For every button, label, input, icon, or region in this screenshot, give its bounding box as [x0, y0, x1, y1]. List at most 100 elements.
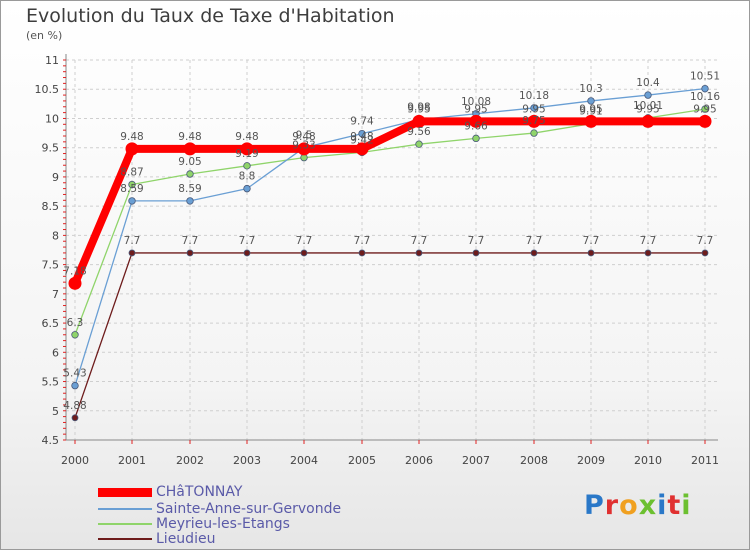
- data-point-meyrieu-les-etangs: [71, 331, 79, 339]
- logo-letter: o: [619, 490, 639, 521]
- data-point-ch-tonnay: [68, 276, 82, 290]
- legend-item-meyrieu[interactable]: Meyrieu-les-Etangs: [98, 516, 290, 532]
- data-point-ch-tonnay: [297, 142, 311, 156]
- data-label-lieudieu: 7.7: [583, 235, 600, 247]
- data-label-sainte-anne-sur-gervonde: 8.59: [120, 183, 143, 195]
- data-point-ch-tonnay: [527, 114, 541, 128]
- data-label-lieudieu: 7.7: [640, 235, 657, 247]
- y-tick-label: 11: [45, 54, 59, 67]
- data-label-ch-tonnay: 9.95: [693, 103, 716, 115]
- series-line-sainte-anne-sur-gervonde: [74, 87, 706, 387]
- data-label-sainte-anne-sur-gervonde: 9.98: [407, 102, 430, 114]
- data-point-meyrieu-les-etangs: [701, 105, 709, 113]
- data-label-sainte-anne-sur-gervonde: 8.59: [178, 183, 201, 195]
- legend-swatch-lieudieu: [98, 538, 152, 540]
- data-point-meyrieu-les-etangs: [243, 162, 251, 170]
- x-tick-label: 2011: [691, 454, 719, 467]
- data-label-sainte-anne-sur-gervonde: 10.51: [690, 71, 720, 83]
- x-tick-label: 2001: [118, 454, 146, 467]
- data-point-sainte-anne-sur-gervonde: [587, 97, 595, 105]
- data-label-ch-tonnay: 9.95: [636, 103, 659, 115]
- data-point-lieudieu: [644, 249, 652, 257]
- data-label-sainte-anne-sur-gervonde: 9.5: [296, 130, 313, 142]
- data-label-ch-tonnay: 9.48: [350, 131, 373, 143]
- data-label-lieudieu: 7.7: [182, 235, 199, 247]
- data-label-meyrieu-les-etangs: 10.16: [690, 91, 720, 103]
- data-label-lieudieu: 7.7: [411, 235, 428, 247]
- legend-item-lieudieu[interactable]: Lieudieu: [98, 531, 215, 547]
- data-label-lieudieu: 7.7: [354, 235, 371, 247]
- data-label-lieudieu: 7.7: [296, 235, 313, 247]
- data-label-lieudieu: 7.7: [697, 235, 714, 247]
- x-tick-label: 2008: [520, 454, 548, 467]
- data-point-lieudieu: [530, 249, 538, 257]
- y-tick-label: 7: [52, 288, 59, 301]
- chart-unit-label: (en %): [26, 29, 63, 42]
- data-label-meyrieu-les-etangs: 9.56: [407, 126, 431, 138]
- data-point-ch-tonnay: [641, 114, 655, 128]
- data-label-meyrieu-les-etangs: 10.01: [633, 100, 663, 112]
- legend-swatch-chatonnay: [98, 487, 152, 497]
- data-point-ch-tonnay: [125, 142, 139, 156]
- chart-title: Evolution du Taux de Taxe d'Habitation: [26, 5, 395, 27]
- data-point-lieudieu: [186, 249, 194, 257]
- logo-letter: x: [638, 490, 658, 521]
- y-tick-label: 6: [52, 346, 59, 359]
- data-label-sainte-anne-sur-gervonde: 10.08: [461, 96, 491, 108]
- series-line-meyrieu-les-etangs: [74, 108, 706, 336]
- data-point-lieudieu: [300, 249, 308, 257]
- x-tick-label: 2004: [290, 454, 318, 467]
- data-point-lieudieu: [701, 249, 709, 257]
- legend-swatch-sainte-anne: [98, 508, 152, 510]
- data-label-lieudieu: 7.7: [124, 235, 141, 247]
- x-tick-label: 2006: [405, 454, 433, 467]
- legend-item-sainte-anne[interactable]: Sainte-Anne-sur-Gervonde: [98, 501, 341, 517]
- y-tick-label: 10.5: [35, 83, 60, 96]
- legend-label: CHâTONNAY: [156, 484, 243, 500]
- legend-label: Meyrieu-les-Etangs: [156, 516, 290, 532]
- y-tick-label: 8.5: [42, 200, 60, 213]
- y-tick-label: 5.5: [42, 376, 60, 389]
- data-label-sainte-anne-sur-gervonde: 10.4: [636, 77, 660, 89]
- data-point-sainte-anne-sur-gervonde: [358, 129, 366, 138]
- legend-item-chatonnay[interactable]: CHâTONNAY: [98, 484, 242, 500]
- data-point-lieudieu: [128, 249, 136, 257]
- data-point-meyrieu-les-etangs: [128, 180, 136, 189]
- data-point-lieudieu: [472, 249, 480, 257]
- x-tick-label: 2009: [577, 454, 605, 467]
- legend-label: Lieudieu: [156, 531, 216, 547]
- x-tick-label: 2007: [462, 454, 490, 467]
- data-label-sainte-anne-sur-gervonde: 10.3: [579, 83, 602, 95]
- data-label-ch-tonnay: 9.48: [178, 131, 201, 143]
- data-point-lieudieu: [587, 249, 595, 257]
- data-label-meyrieu-les-etangs: 9.66: [464, 120, 488, 132]
- data-point-ch-tonnay: [469, 114, 483, 128]
- data-label-meyrieu-les-etangs: 9.42: [350, 134, 373, 146]
- data-label-meyrieu-les-etangs: 8.87: [120, 167, 143, 179]
- series-line-lieudieu: [74, 252, 706, 419]
- data-label-sainte-anne-sur-gervonde: 9.74: [350, 116, 374, 128]
- data-label-ch-tonnay: 9.95: [579, 103, 602, 115]
- data-label-meyrieu-les-etangs: 9.91: [579, 106, 602, 118]
- data-point-lieudieu: [358, 249, 366, 257]
- data-point-ch-tonnay: [240, 142, 254, 156]
- data-point-sainte-anne-sur-gervonde: [186, 197, 194, 205]
- data-point-lieudieu: [71, 414, 79, 422]
- data-label-ch-tonnay: 9.48: [292, 131, 315, 143]
- data-point-ch-tonnay: [584, 114, 598, 128]
- x-tick-label: 2002: [176, 454, 204, 467]
- data-label-ch-tonnay: 9.95: [522, 103, 545, 115]
- data-label-lieudieu: 7.7: [468, 235, 485, 247]
- data-label-lieudieu: 4.88: [63, 400, 86, 412]
- data-point-ch-tonnay: [412, 114, 426, 128]
- data-label-meyrieu-les-etangs: 9.75: [522, 115, 545, 127]
- y-tick-label: 10: [45, 112, 59, 125]
- y-tick-label: 4.5: [42, 434, 60, 447]
- data-label-sainte-anne-sur-gervonde: 10.18: [519, 90, 549, 102]
- legend-swatch-meyrieu: [98, 523, 152, 525]
- x-tick-label: 2005: [348, 454, 376, 467]
- data-label-sainte-anne-sur-gervonde: 8.8: [239, 171, 256, 183]
- data-label-lieudieu: 7.7: [526, 235, 543, 247]
- data-label-ch-tonnay: 9.48: [120, 131, 143, 143]
